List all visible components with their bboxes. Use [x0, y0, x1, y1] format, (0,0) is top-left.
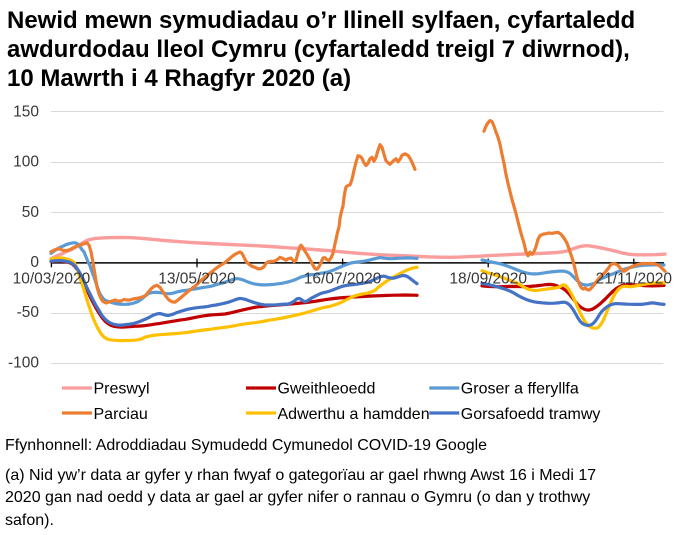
svg-text:50: 50 [22, 204, 40, 221]
svg-text:100: 100 [13, 154, 39, 171]
svg-text:21/11/2020: 21/11/2020 [596, 271, 673, 288]
svg-text:Gorsafoedd tramwy: Gorsafoedd tramwy [461, 406, 601, 423]
svg-text:-50: -50 [17, 304, 40, 321]
svg-text:Preswyl: Preswyl [94, 381, 150, 398]
svg-text:13/05/2020: 13/05/2020 [158, 271, 236, 288]
svg-text:Groser a fferyllfa: Groser a fferyllfa [461, 381, 579, 398]
svg-text:Parciau: Parciau [94, 406, 148, 423]
svg-text:0: 0 [30, 254, 39, 271]
svg-text:Gweithleoedd: Gweithleoedd [278, 381, 376, 398]
svg-text:16/07/2020: 16/07/2020 [304, 271, 382, 288]
svg-text:-100: -100 [8, 355, 39, 372]
svg-text:Adwerthu a hamdden: Adwerthu a hamdden [278, 406, 430, 423]
svg-text:18/09/2020: 18/09/2020 [449, 271, 527, 288]
svg-text:10/03/2020: 10/03/2020 [13, 271, 91, 288]
svg-text:150: 150 [13, 103, 39, 120]
